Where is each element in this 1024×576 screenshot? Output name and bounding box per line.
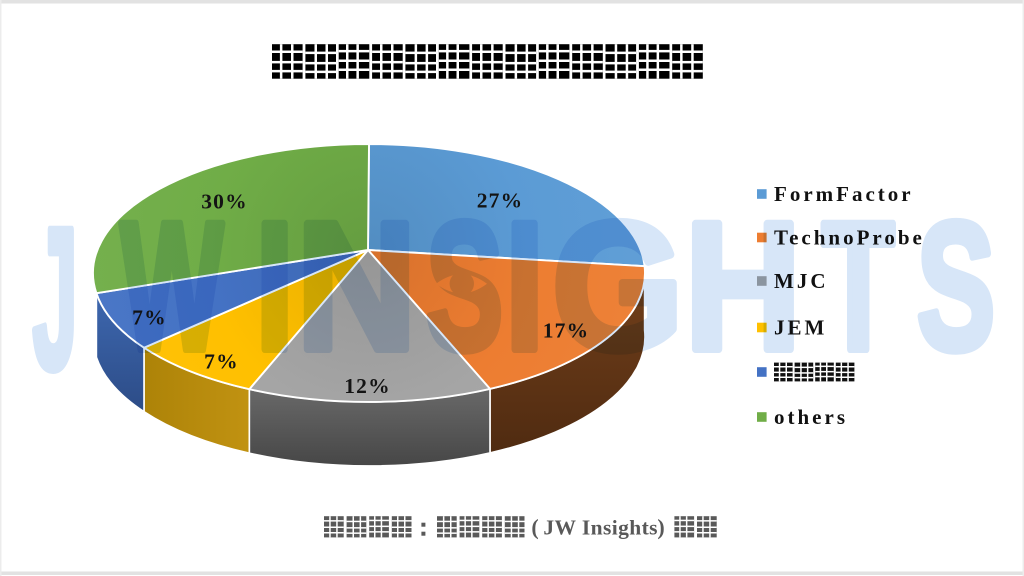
svg-text:27%: 27% [477, 188, 524, 212]
svg-text:W: W [120, 184, 223, 388]
svg-text:JEM: JEM [774, 316, 827, 340]
svg-text:J: J [32, 186, 77, 411]
svg-text:JW Insights: JW Insights [543, 516, 658, 540]
svg-text:TechnoProbe: TechnoProbe [774, 226, 925, 250]
svg-text:MJC: MJC [774, 269, 829, 293]
svg-text:others: others [774, 405, 848, 429]
svg-text:I: I [255, 185, 294, 388]
svg-text:12%: 12% [344, 374, 391, 398]
svg-text:G: G [552, 185, 683, 388]
svg-text:7%: 7% [204, 349, 239, 373]
svg-text:30%: 30% [201, 189, 248, 213]
svg-text:): ) [657, 515, 664, 540]
svg-text:7%: 7% [132, 305, 167, 329]
svg-text:I: I [505, 185, 544, 388]
svg-text:17%: 17% [543, 318, 590, 342]
svg-text:N: N [296, 184, 416, 387]
svg-text:H: H [685, 185, 802, 388]
svg-text:FormFactor: FormFactor [774, 182, 914, 206]
svg-text:S: S [917, 185, 995, 388]
svg-text:(: ( [531, 515, 538, 540]
svg-text:T: T [822, 185, 895, 388]
